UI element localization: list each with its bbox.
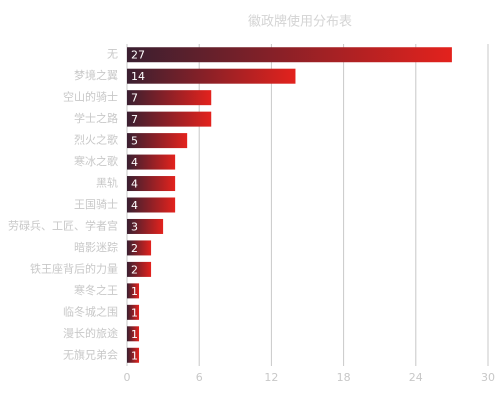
bar: [127, 154, 176, 170]
y-tick-label: 暗影迷踪: [74, 240, 118, 254]
value-label: 4: [131, 199, 138, 212]
y-tick-label: 临冬城之围: [63, 304, 118, 318]
bar: [127, 261, 152, 277]
bar: [127, 347, 140, 363]
bar: [127, 47, 452, 63]
value-label: 1: [131, 306, 138, 319]
y-tick-label: 王国骑士: [74, 198, 118, 211]
y-tick-label: 梦境之翼: [74, 68, 118, 82]
y-tick-label: 烈火之歌: [74, 133, 118, 147]
value-label: 14: [131, 70, 145, 83]
value-label: 2: [131, 242, 138, 255]
bar: [127, 283, 140, 299]
x-tick-label: 30: [481, 371, 495, 384]
value-label: 27: [131, 49, 145, 62]
y-tick-label: 空山的骑士: [63, 90, 118, 104]
bar: [127, 133, 188, 149]
value-label: 3: [131, 220, 138, 233]
value-label: 7: [131, 113, 138, 126]
bar: [127, 197, 176, 213]
y-tick-label: 学士之路: [74, 111, 118, 125]
x-tick-label: 18: [337, 371, 351, 384]
value-label: 7: [131, 92, 138, 105]
y-tick-label: 劳碌兵、工匠、学者宫: [8, 218, 118, 232]
value-label: 1: [131, 349, 138, 362]
x-tick-label: 6: [196, 371, 203, 384]
y-tick-label: 黑轨: [96, 176, 118, 190]
bar: [127, 218, 164, 234]
chart-title: 徽政牌使用分布表: [248, 14, 352, 30]
bar: [127, 304, 140, 320]
value-label: 5: [131, 135, 138, 148]
x-tick-label: 24: [409, 371, 423, 384]
bar: [127, 111, 212, 127]
bar: [127, 90, 212, 106]
value-label: 2: [131, 263, 138, 276]
y-tick-label: 寒冬之王: [74, 283, 118, 297]
value-label: 4: [131, 178, 138, 191]
bar: [127, 326, 140, 342]
bar: [127, 176, 176, 192]
value-label: 4: [131, 156, 138, 169]
y-tick-label: 铁王座背后的力量: [30, 261, 118, 275]
bar: [127, 240, 152, 256]
x-tick-label: 0: [124, 371, 131, 384]
y-tick-label: 无旗兄弟会: [63, 347, 118, 361]
y-tick-label: 漫长的旅途: [63, 326, 118, 340]
bar: [127, 68, 296, 84]
value-label: 1: [131, 328, 138, 341]
y-tick-label: 无: [107, 48, 118, 61]
value-label: 1: [131, 285, 138, 298]
y-tick-label: 寒冰之歌: [74, 154, 118, 168]
x-tick-label: 12: [264, 371, 278, 384]
